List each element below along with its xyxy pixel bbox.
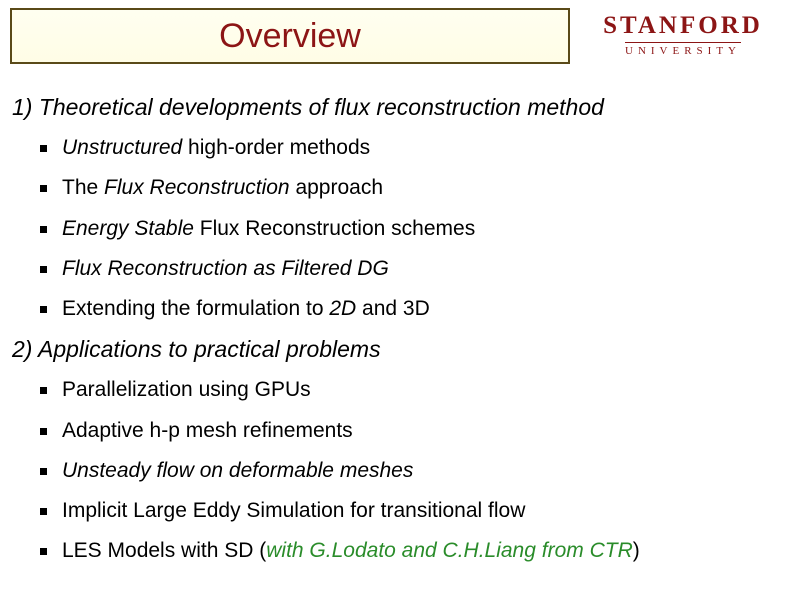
list-item: Unstructured high-order methods: [62, 135, 782, 161]
list-item: LES Models with SD (with G.Lodato and C.…: [62, 538, 782, 564]
list-item: Energy Stable Flux Reconstruction scheme…: [62, 216, 782, 242]
section-1: 1) Theoretical developments of flux reco…: [12, 94, 782, 322]
section-2: 2) Applications to practical problems Pa…: [12, 336, 782, 564]
list-item: Implicit Large Eddy Simulation for trans…: [62, 498, 782, 524]
logo-main-text: STANFORD: [582, 12, 784, 40]
list-item: Parallelization using GPUs: [62, 377, 782, 403]
content-area: 1) Theoretical developments of flux reco…: [0, 64, 794, 565]
list-item: Flux Reconstruction as Filtered DG: [62, 256, 782, 282]
section-2-heading: 2) Applications to practical problems: [12, 336, 782, 363]
section-1-heading: 1) Theoretical developments of flux reco…: [12, 94, 782, 121]
slide-title: Overview: [219, 17, 361, 56]
list-item: Extending the formulation to 2D and 3D: [62, 296, 782, 322]
title-box: Overview: [10, 8, 570, 64]
logo-sub-text: UNIVERSITY: [625, 42, 741, 57]
list-item: Unsteady flow on deformable meshes: [62, 458, 782, 484]
list-item: The Flux Reconstruction approach: [62, 175, 782, 201]
section-1-list: Unstructured high-order methods The Flux…: [12, 135, 782, 322]
section-2-list: Parallelization using GPUs Adaptive h-p …: [12, 377, 782, 564]
list-item: Adaptive h-p mesh refinements: [62, 418, 782, 444]
header: Overview STANFORD UNIVERSITY: [0, 0, 794, 64]
stanford-logo: STANFORD UNIVERSITY: [582, 8, 784, 59]
